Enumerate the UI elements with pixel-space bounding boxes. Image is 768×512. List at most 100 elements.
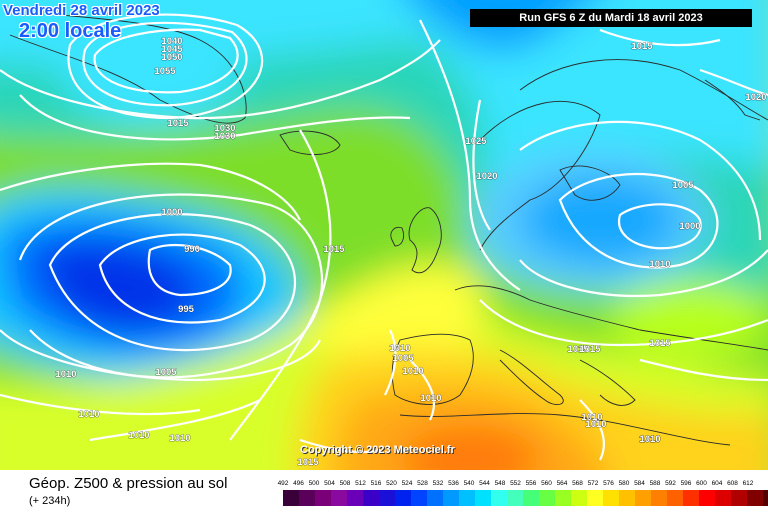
scale-swatch [395, 490, 411, 506]
isobar-label: 1010 [55, 369, 76, 380]
scale-label: 580 [618, 480, 630, 487]
isobar-label: 1000 [161, 207, 182, 218]
scale-swatch [459, 490, 475, 506]
isobar-label: 1010 [649, 259, 670, 270]
isobar-label: 1020 [745, 92, 766, 103]
scale-swatch [587, 490, 603, 506]
scale-label: 552 [510, 480, 521, 487]
isobar-label: 1015 [323, 244, 345, 255]
valid-hour: 2:00 locale [19, 20, 122, 42]
scale-swatch [315, 490, 331, 506]
isobar-label: 1010 [581, 412, 602, 423]
scale-swatch [747, 490, 763, 506]
isobar-labels: 1040 1045 1050 1055 1015 1030 1030 1015 … [55, 36, 767, 469]
scale-label: 604 [711, 480, 723, 487]
weather-map: 1040 1045 1050 1055 1015 1030 1030 1015 … [0, 0, 768, 470]
scale-swatch [475, 490, 491, 506]
isobar-label: 1005 [155, 367, 177, 378]
isobar-label: 1055 [154, 66, 176, 77]
footer-subtitle: (+ 234h) [29, 495, 71, 507]
coastlines [9, 14, 768, 446]
isobar-label: 1010 [78, 409, 99, 420]
scale-label: 612 [742, 480, 754, 487]
scale-label: 556 [525, 480, 537, 487]
isobar-label: 1010 [402, 366, 423, 377]
isobar-label: 1045 [161, 44, 183, 55]
scale-swatch [683, 490, 699, 506]
scale-swatch [651, 490, 667, 506]
scale-swatch [571, 490, 587, 506]
scale-swatch [699, 490, 715, 506]
isobar-label: 1000 [679, 221, 700, 232]
scale-swatch [363, 490, 379, 506]
scale-swatch [555, 490, 571, 506]
scale-label: 512 [355, 480, 366, 487]
scale-swatch [507, 490, 523, 506]
scale-swatch [491, 490, 507, 506]
isobar-label: 990 [184, 244, 200, 255]
scale-label: 496 [293, 480, 304, 487]
scale-label: 600 [696, 480, 707, 487]
isobar-label: 1040 [161, 36, 182, 47]
isobars [0, 13, 768, 461]
scale-swatch [667, 490, 683, 506]
scale-swatch [619, 490, 635, 506]
scale-label: 508 [339, 480, 351, 487]
isobar-label: 1030 [214, 123, 235, 134]
scale-swatch [443, 490, 459, 506]
scale-swatch [763, 490, 768, 506]
scale-label: 596 [680, 480, 692, 487]
isobar-label: 1010 [585, 419, 606, 430]
color-scale [283, 490, 768, 506]
footer-title: Géop. Z500 & pression au sol [29, 475, 228, 492]
scale-swatch [379, 490, 395, 506]
isobar-label: 1015 [579, 344, 601, 355]
scale-label: 548 [494, 480, 506, 487]
isobar-label: 1020 [476, 171, 497, 182]
scale-label: 516 [370, 480, 382, 487]
isobar-label: 1015 [167, 118, 189, 129]
scale-label: 584 [634, 480, 645, 487]
isobar-label: 1010 [639, 434, 660, 445]
isobar-label: 1010 [639, 434, 660, 445]
scale-label: 536 [448, 480, 459, 487]
isobar-label: 1010 [389, 343, 410, 354]
scale-swatch [731, 490, 747, 506]
isobar-label: 1010 [420, 393, 441, 404]
isobar-label: 1005 [392, 353, 414, 364]
isobar-label: 995 [178, 304, 195, 315]
scale-label: 520 [386, 480, 397, 487]
isobar-label: 1005 [672, 180, 694, 191]
scale-label: 524 [401, 480, 413, 487]
scale-label: 540 [463, 480, 475, 487]
scale-label: 608 [727, 480, 738, 487]
scale-label: 568 [572, 480, 583, 487]
scale-swatch [283, 490, 299, 506]
scale-label: 560 [541, 480, 552, 487]
isobar-label: 1010 [128, 430, 149, 441]
run-info-banner: Run GFS 6 Z du Mardi 18 avril 2023 [470, 9, 752, 27]
scale-label: 576 [603, 480, 614, 487]
valid-date: Vendredi 28 avril 2023 [3, 2, 160, 19]
isobar-label: 1015 [297, 457, 319, 468]
isobar-label: 1025 [465, 136, 487, 147]
scale-swatch [411, 490, 427, 506]
isobar-label: 1030 [214, 131, 235, 142]
scale-label: 588 [649, 480, 661, 487]
scale-label: 528 [417, 480, 428, 487]
scale-swatch [603, 490, 619, 506]
scale-swatch [539, 490, 555, 506]
scale-label: 572 [587, 480, 599, 487]
scale-label: 500 [308, 480, 320, 487]
copyright-text: Copyright © 2023 Meteociel.fr [300, 444, 455, 456]
valid-time-label: Vendredi 28 avril 2023 2:00 locale [3, 2, 160, 43]
isobar-label: 1015 [649, 338, 671, 349]
geopotential-field [0, 0, 768, 470]
scale-label: 532 [432, 480, 444, 487]
isobar-label: 1015 [631, 41, 653, 52]
scale-swatch [715, 490, 731, 506]
scale-label: 564 [556, 480, 568, 487]
scale-swatch [523, 490, 539, 506]
scale-label: 504 [324, 480, 335, 487]
isobar-label: 1010 [169, 433, 190, 444]
